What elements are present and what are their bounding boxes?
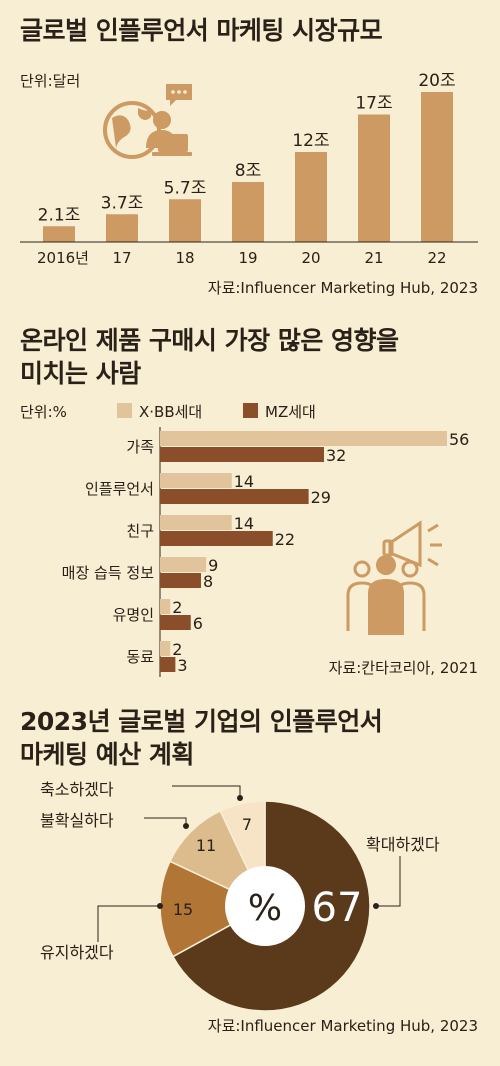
influence-bar-mz-2 bbox=[160, 531, 273, 546]
market-x-tick-5: 21 bbox=[364, 249, 383, 267]
influence-value-mz-5: 3 bbox=[177, 656, 187, 675]
market-x-tick-1: 17 bbox=[112, 249, 131, 267]
influence-bar-mz-4 bbox=[160, 615, 191, 630]
market-x-tick-4: 20 bbox=[301, 249, 320, 267]
market-bar-label-1: 3.7조 bbox=[101, 193, 144, 213]
donut-leader-dot-2 bbox=[183, 823, 189, 829]
market-bar-2 bbox=[169, 199, 201, 242]
chart1-title: 글로벌 인플루언서 마케팅 시장규모 bbox=[20, 16, 383, 45]
donut-leader-2 bbox=[144, 817, 187, 826]
legend-swatch-mz bbox=[243, 403, 258, 418]
market-bar-label-3: 8조 bbox=[235, 161, 261, 181]
donut-value-0: 67 bbox=[312, 885, 363, 931]
donut-leader-dot-1 bbox=[157, 903, 163, 909]
influence-value-mz-4: 6 bbox=[193, 614, 203, 633]
market-bar-5 bbox=[358, 114, 390, 242]
market-bar-label-4: 12조 bbox=[292, 131, 329, 151]
market-bar-label-2: 5.7조 bbox=[164, 178, 207, 198]
chart3-source: 자료:Influencer Marketing Hub, 2023 bbox=[207, 1017, 478, 1035]
donut-category-0: 확대하겠다 bbox=[366, 835, 440, 854]
donut-slice-1 bbox=[159, 860, 267, 958]
influence-bar-xbb-0 bbox=[160, 431, 447, 446]
chart2-source: 자료:칸타코리아, 2021 bbox=[328, 659, 478, 677]
influence-bar-xbb-4 bbox=[160, 599, 171, 614]
donut-category-3: 축소하겠다 bbox=[40, 780, 114, 799]
influence-bar-xbb-1 bbox=[160, 473, 232, 488]
legend-label-mz: MZ세대 bbox=[265, 403, 316, 421]
influence-bar-mz-0 bbox=[160, 447, 324, 462]
market-bar-label-6: 20조 bbox=[418, 71, 455, 91]
influence-bar-xbb-2 bbox=[160, 515, 232, 530]
chart3-title-line2: 마케팅 예산 계획 bbox=[20, 740, 194, 769]
market-bar-0 bbox=[43, 226, 75, 242]
donut-leader-0 bbox=[376, 856, 401, 907]
donut-value-1: 15 bbox=[173, 900, 193, 919]
influence-category-4: 유명인 bbox=[113, 606, 154, 624]
donut-leader-dot-3 bbox=[237, 795, 243, 801]
influence-value-xbb-0: 56 bbox=[449, 430, 469, 449]
influence-category-5: 동료 bbox=[126, 648, 154, 666]
chart1-source: 자료:Influencer Marketing Hub, 2023 bbox=[207, 279, 478, 297]
chart2-unit: 단위:% bbox=[20, 403, 67, 421]
market-bar-1 bbox=[106, 214, 138, 242]
influence-bar-mz-1 bbox=[160, 489, 309, 504]
legend-swatch-xbb bbox=[117, 403, 132, 418]
donut-hole bbox=[225, 866, 305, 946]
market-bar-6 bbox=[421, 92, 453, 242]
influence-value-mz-1: 29 bbox=[311, 488, 331, 507]
donut-center-label: % bbox=[248, 888, 282, 929]
chart1-unit: 단위:달러 bbox=[20, 72, 81, 90]
chart3-title-line1: 2023년 글로벌 기업의 인플루언서 bbox=[20, 707, 383, 736]
market-bar-label-0: 2.1조 bbox=[38, 205, 81, 225]
market-x-tick-0: 2016년 bbox=[37, 249, 89, 267]
influence-value-xbb-2: 14 bbox=[234, 514, 254, 533]
influence-category-3: 매장 습득 정보 bbox=[62, 564, 155, 582]
chart2-title-line2: 미치는 사람 bbox=[20, 359, 141, 388]
influence-value-mz-3: 8 bbox=[203, 572, 213, 591]
influence-category-0: 가족 bbox=[126, 438, 154, 456]
globe-laptop-icon bbox=[103, 84, 192, 159]
market-size-chart: 2.1조 2016년 3.7조 17 5.7조 18 8조 19 12조 20 17조 21 20조 22 bbox=[20, 71, 478, 267]
influence-value-xbb-5: 2 bbox=[172, 640, 182, 659]
influence-value-xbb-3: 9 bbox=[208, 556, 218, 575]
donut-leader-dot-0 bbox=[373, 903, 379, 909]
donut-leader-1 bbox=[97, 905, 160, 942]
influence-bar-mz-3 bbox=[160, 573, 201, 588]
donut-category-2: 불확실하다 bbox=[40, 811, 114, 830]
influence-value-xbb-4: 2 bbox=[172, 598, 182, 617]
market-x-tick-6: 22 bbox=[427, 249, 446, 267]
influence-category-2: 친구 bbox=[126, 522, 154, 540]
market-x-tick-2: 18 bbox=[175, 249, 194, 267]
donut-leader-3 bbox=[172, 785, 241, 798]
influence-bar-xbb-3 bbox=[160, 557, 207, 572]
influence-category-1: 인플루언서 bbox=[85, 480, 154, 498]
market-bar-label-5: 17조 bbox=[355, 94, 392, 114]
influence-value-xbb-1: 14 bbox=[234, 472, 254, 491]
market-bar-3 bbox=[232, 182, 264, 242]
market-bar-4 bbox=[295, 152, 327, 242]
influence-bar-xbb-5 bbox=[160, 641, 171, 656]
donut-value-3: 7 bbox=[242, 815, 252, 834]
chart2-title-line1: 온라인 제품 구매시 가장 많은 영향을 bbox=[20, 326, 399, 355]
megaphone-people-icon bbox=[346, 520, 442, 635]
legend-label-xbb: X·BB세대 bbox=[139, 403, 203, 421]
influence-value-mz-2: 22 bbox=[275, 530, 295, 549]
market-x-tick-3: 19 bbox=[238, 249, 257, 267]
influence-bar-mz-5 bbox=[160, 657, 176, 672]
influence-value-mz-0: 32 bbox=[326, 446, 346, 465]
donut-category-1: 유지하겠다 bbox=[40, 943, 114, 962]
donut-value-2: 11 bbox=[196, 836, 216, 855]
